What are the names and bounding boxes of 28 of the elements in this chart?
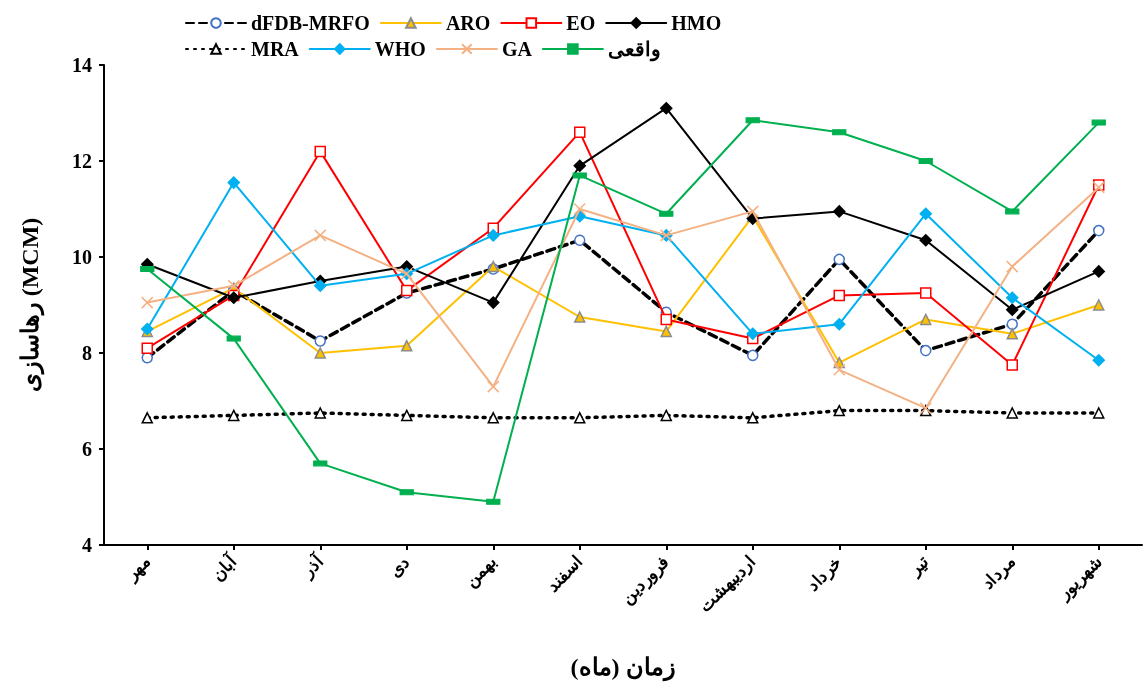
legend-label: GA: [501, 38, 533, 60]
y-tick-label: 14: [72, 54, 92, 76]
y-tick-label: 4: [82, 534, 92, 556]
x-tick-label: اردیبهشت: [695, 552, 761, 617]
y-tick-label: 12: [72, 150, 92, 172]
legend-label: dFDB-MRFO: [251, 12, 370, 34]
legend-label: EO: [566, 12, 596, 34]
x-tick-label: آذر: [295, 550, 329, 583]
x-tick-label: فروردین: [617, 552, 674, 609]
legend-label: ARO: [445, 12, 491, 34]
x-tick-label: مهر: [120, 552, 155, 587]
x-tick-label: شهریور: [1053, 552, 1107, 606]
x-axis-title: زمان (ماه): [570, 654, 676, 682]
legend-label: HMO: [671, 12, 722, 34]
y-tick-label: 6: [82, 438, 92, 460]
y-tick-label: 10: [72, 246, 92, 268]
legend-label: واقعی: [607, 38, 661, 62]
y-tick-label: 8: [82, 342, 92, 364]
legend-label: WHO: [374, 38, 426, 60]
x-tick-label: آبان: [206, 550, 242, 585]
x-tick-label: اسفند: [543, 552, 587, 596]
legend-label: MRA: [251, 38, 300, 60]
x-tick-label: بهمن: [461, 552, 501, 592]
x-tick-label: مرداد: [977, 552, 1020, 594]
x-tick-label: دی: [385, 552, 414, 581]
x-tick-label: تیر: [904, 552, 934, 582]
x-tick-label: خرداد: [803, 552, 847, 596]
y-axis-title: رهاسازی (MCM): [17, 217, 45, 393]
